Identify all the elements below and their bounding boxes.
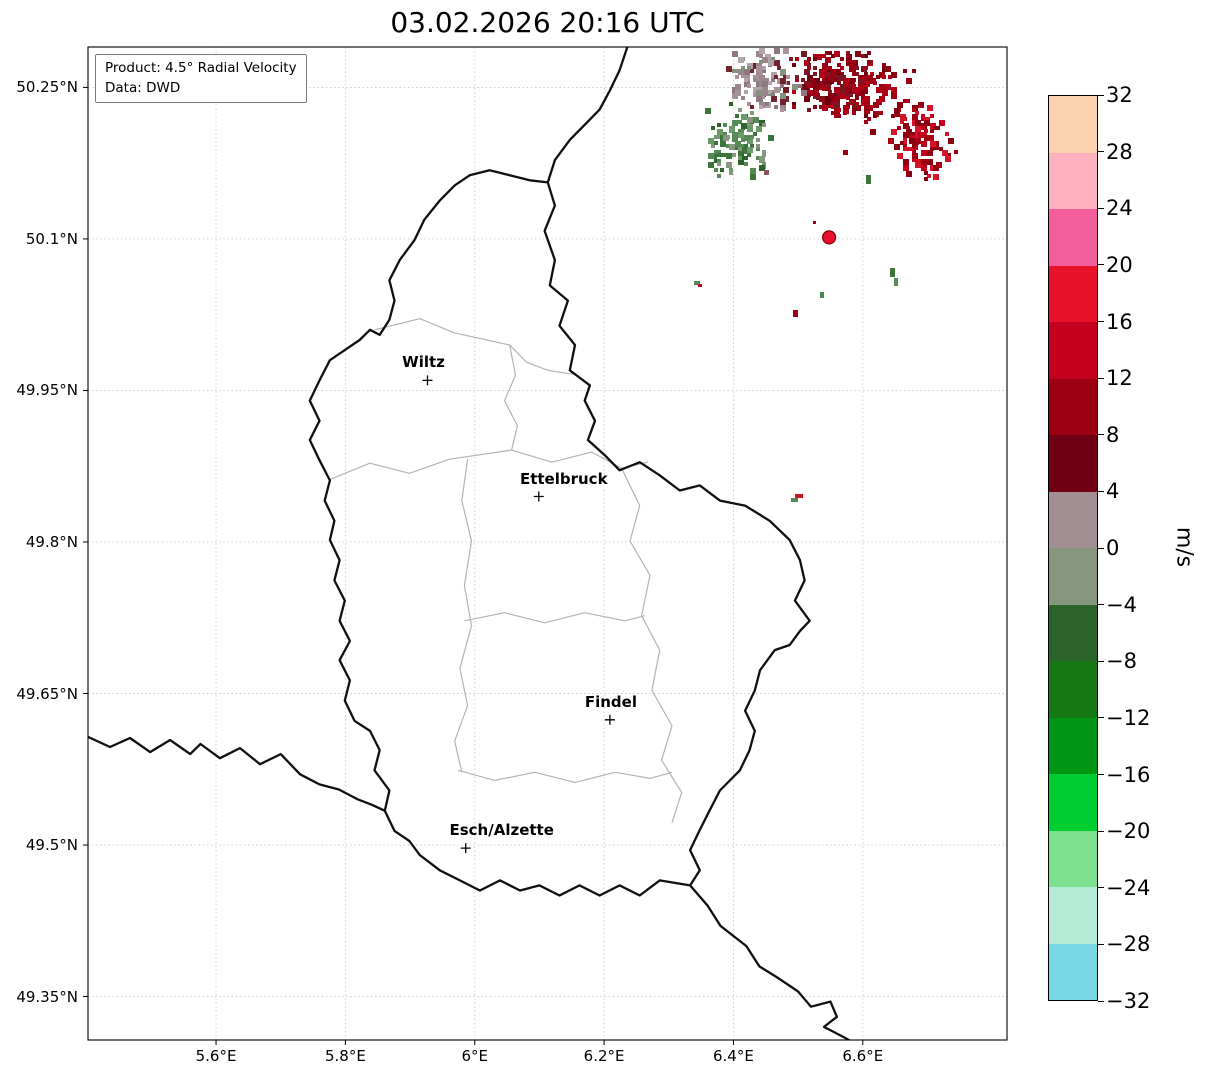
district-borders bbox=[329, 318, 683, 823]
colorbar-segment bbox=[1049, 604, 1097, 661]
colorbar-tick-mark bbox=[1098, 830, 1104, 832]
colorbar-segment bbox=[1049, 209, 1097, 266]
colorbar-tick-label: −12 bbox=[1106, 705, 1151, 730]
plot-frame bbox=[87, 46, 1008, 1041]
city-markers bbox=[422, 375, 615, 854]
city-marker-cross-icon bbox=[460, 843, 471, 854]
info-box: Product: 4.5° Radial Velocity Data: DWD bbox=[95, 54, 307, 104]
x-tick-label: 6.2°E bbox=[583, 1047, 625, 1065]
colorbar-tick-mark bbox=[1098, 94, 1104, 96]
colorbar-segment bbox=[1049, 717, 1097, 774]
colorbar-tick-label: −16 bbox=[1106, 762, 1151, 787]
x-tick-label: 5.8°E bbox=[324, 1047, 366, 1065]
colorbar-segment bbox=[1049, 435, 1097, 492]
colorbar-tick-mark bbox=[1098, 377, 1104, 379]
colorbar-tick-label: −28 bbox=[1106, 932, 1151, 957]
colorbar-tick-label: 28 bbox=[1106, 139, 1133, 164]
colorbar-tick-mark bbox=[1098, 321, 1104, 322]
city-label: Findel bbox=[584, 692, 637, 711]
colorbar-tick-label: −24 bbox=[1106, 875, 1151, 900]
city-marker-cross-icon bbox=[533, 491, 544, 502]
city-marker-cross-icon bbox=[422, 375, 433, 386]
colorbar-tick-mark bbox=[1098, 717, 1104, 719]
colorbar-tick-label: −32 bbox=[1106, 989, 1151, 1013]
colorbar-tick-mark bbox=[1098, 151, 1104, 153]
colorbar-tick-mark bbox=[1098, 434, 1104, 436]
colorbar-segment bbox=[1049, 887, 1097, 944]
colorbar-tick-label: 4 bbox=[1106, 479, 1120, 504]
y-tick-label: 49.8°N bbox=[25, 532, 78, 551]
colorbar-tick-label: 24 bbox=[1106, 196, 1133, 221]
colorbar-tick-mark bbox=[1098, 660, 1104, 662]
colorbar-segment bbox=[1049, 96, 1097, 153]
national-borders bbox=[88, 47, 852, 1040]
colorbar-tick-mark bbox=[1098, 264, 1104, 266]
x-tick-label: 5.6°E bbox=[195, 1047, 237, 1065]
colorbar-segment bbox=[1049, 152, 1097, 209]
colorbar-tick-label: −4 bbox=[1106, 592, 1137, 617]
figure-title: 03.02.2026 20:16 UTC bbox=[390, 6, 705, 39]
colorbar-segment bbox=[1049, 548, 1097, 605]
colorbar-segment bbox=[1049, 491, 1097, 548]
radar-echo-cells bbox=[694, 48, 958, 502]
y-tick-label: 49.95°N bbox=[16, 381, 78, 400]
city-marker-cross-icon bbox=[604, 714, 615, 725]
colorbar-tick-mark bbox=[1098, 490, 1104, 492]
colorbar-segment bbox=[1049, 830, 1097, 887]
y-tick-label: 49.65°N bbox=[16, 684, 78, 703]
colorbar-tick-label: 20 bbox=[1106, 252, 1133, 277]
colorbar-tick-mark bbox=[1098, 943, 1104, 945]
y-tick-label: 49.5°N bbox=[25, 836, 78, 855]
colorbar-tick-label: 32 bbox=[1106, 83, 1133, 107]
colorbar-segment bbox=[1049, 943, 1097, 1000]
city-label: Wiltz bbox=[402, 353, 445, 372]
colorbar-segment bbox=[1049, 774, 1097, 831]
colorbar-segment bbox=[1049, 378, 1097, 435]
city-label: Esch/Alzette bbox=[449, 821, 554, 840]
colorbar-tick-label: −8 bbox=[1106, 649, 1137, 674]
colorbar-tick-mark bbox=[1098, 547, 1104, 549]
colorbar-segment bbox=[1049, 322, 1097, 379]
colorbar-tick-label: 16 bbox=[1106, 309, 1133, 334]
y-tick-label: 49.35°N bbox=[16, 987, 78, 1006]
axis-tick-marks bbox=[83, 86, 864, 1045]
x-tick-label: 6.6°E bbox=[842, 1047, 884, 1065]
colorbar bbox=[1048, 95, 1098, 1001]
y-tick-label: 50.1°N bbox=[25, 229, 78, 248]
x-tick-label: 6.4°E bbox=[713, 1047, 754, 1065]
colorbar-tick-label: 8 bbox=[1106, 422, 1120, 447]
colorbar-tick-mark bbox=[1098, 207, 1104, 209]
grid-lines bbox=[88, 47, 1007, 1040]
colorbar-tick-mark bbox=[1098, 604, 1104, 606]
colorbar-tick-label: −20 bbox=[1106, 819, 1151, 844]
colorbar-tick-mark bbox=[1098, 774, 1104, 775]
colorbar-tick-mark bbox=[1098, 887, 1104, 889]
info-data-source-line: Data: DWD bbox=[105, 79, 181, 96]
colorbar-segment bbox=[1049, 265, 1097, 322]
colorbar-segment bbox=[1049, 661, 1097, 718]
city-label: Ettelbruck bbox=[519, 469, 608, 488]
info-product-line: Product: 4.5° Radial Velocity bbox=[105, 60, 297, 76]
colorbar-tick-label: 0 bbox=[1106, 536, 1120, 560]
colorbar-unit-label: m/s bbox=[1171, 526, 1197, 568]
x-tick-label: 6°E bbox=[461, 1047, 488, 1065]
y-tick-label: 50.25°N bbox=[16, 78, 78, 97]
colorbar-tick-label: 12 bbox=[1106, 366, 1133, 391]
radar-site-marker bbox=[821, 230, 837, 245]
colorbar-tick-mark bbox=[1098, 1000, 1104, 1002]
